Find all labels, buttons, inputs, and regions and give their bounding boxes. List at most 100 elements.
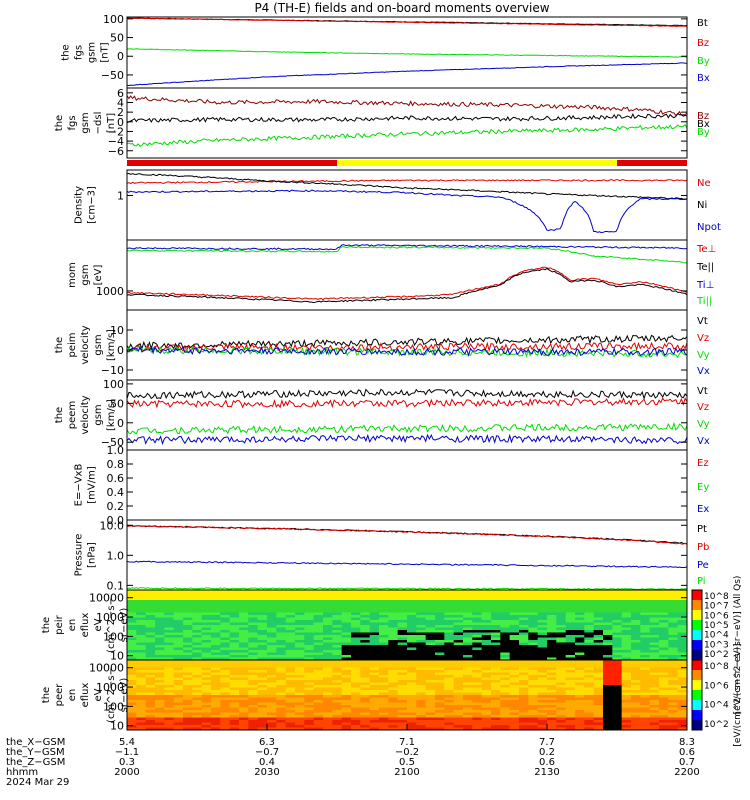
spectrogram-cell	[341, 605, 352, 608]
spectrogram-cell	[659, 687, 669, 691]
spectrogram-cell	[603, 605, 613, 608]
spectrogram-cell	[192, 605, 203, 608]
spectrogram-cell	[183, 620, 193, 623]
spectrogram-cell	[341, 697, 352, 701]
spectrogram-cell	[229, 642, 240, 646]
spectrogram-cell	[435, 600, 445, 603]
spectrogram-cell	[248, 615, 259, 618]
spectrogram-cell	[211, 630, 221, 633]
spectrogram-cell	[547, 597, 557, 601]
spectrogram-cell	[267, 717, 277, 721]
spectrogram-cell	[285, 637, 296, 641]
spectrogram-cell	[649, 680, 660, 683]
spectrogram-cell	[649, 727, 660, 731]
spectrogram-cell	[603, 622, 613, 626]
spectrogram-cell	[192, 652, 203, 656]
spectrogram-cell	[164, 612, 175, 616]
spectrogram-cell	[509, 620, 520, 623]
spectrogram-cell	[369, 592, 380, 596]
spectrogram-cell	[547, 692, 557, 696]
spectrogram-cell	[519, 605, 529, 608]
spectrogram-cell	[491, 612, 501, 616]
spectrogram-cell	[257, 590, 268, 593]
spectrogram-cell	[537, 687, 548, 691]
spectrogram-cell	[621, 647, 632, 651]
spectrogram-cell	[453, 677, 464, 681]
spectrogram-cell	[276, 602, 287, 606]
spectrogram-cell	[677, 687, 688, 691]
spectrogram-cell	[668, 682, 679, 686]
spectrogram-cell	[668, 692, 679, 696]
spectrogram-cell	[603, 695, 613, 698]
spectrogram-cell	[547, 625, 557, 628]
spectrogram-cell	[463, 712, 473, 716]
spectrogram-cell	[220, 607, 231, 611]
spectrogram-cell	[500, 670, 511, 673]
spectrogram-cell	[649, 595, 660, 598]
spectrogram-cell	[397, 597, 408, 601]
spectrogram-cell	[164, 632, 175, 636]
spectrogram-cell	[463, 707, 473, 711]
spectrogram-cell	[565, 675, 576, 678]
spectrogram-cell	[313, 650, 324, 653]
spectrogram-cell	[593, 650, 604, 653]
spectrogram-cell	[463, 690, 473, 693]
spectrogram-cell	[444, 702, 455, 706]
spectrogram-cell	[397, 600, 408, 603]
spectrogram-cell	[453, 632, 464, 636]
spectrogram-cell	[649, 592, 660, 596]
spectrogram-cell	[164, 707, 175, 711]
spectrogram-cell	[257, 672, 268, 676]
spectrogram-cell	[248, 690, 259, 693]
spectrogram-cell	[547, 610, 557, 613]
spectrogram-cell	[659, 617, 669, 621]
spectrogram-cell	[612, 640, 623, 643]
spectrogram-cell	[472, 722, 483, 726]
spectrogram-cell	[164, 677, 175, 681]
spectrogram-cell	[220, 650, 231, 653]
spectrogram-cell	[183, 697, 193, 701]
spectrogram-cell	[341, 597, 352, 601]
spectrogram-cell	[547, 635, 557, 638]
spectrogram-cell	[631, 677, 641, 681]
spectrogram-cell	[211, 685, 221, 688]
spectrogram-cell	[360, 685, 371, 688]
spectrogram-cell	[463, 650, 473, 653]
series-line-Te⊥	[126, 266, 688, 301]
spectrogram-cell	[183, 625, 193, 628]
spectrogram-cell	[164, 675, 175, 678]
spectrogram-cell	[295, 697, 305, 701]
spectrogram-cell	[267, 607, 277, 611]
spectrogram-cell	[248, 665, 259, 668]
spectrogram-cell	[295, 637, 305, 641]
x-tick-label: 2130	[534, 767, 559, 778]
spectrogram-cell	[631, 690, 641, 693]
spectrogram-cell	[612, 590, 623, 593]
spectrogram-cell	[295, 640, 305, 643]
spectrogram-cell	[313, 632, 324, 636]
spectrogram-cell	[248, 642, 259, 646]
spectrogram-cell	[603, 697, 613, 701]
spectrogram-cell	[444, 592, 455, 596]
spectrogram-cell	[276, 617, 287, 621]
spectrogram-cell	[155, 632, 165, 636]
spectrogram-cell	[649, 610, 660, 613]
spectrogram-cell	[500, 590, 511, 593]
legend-entry: Pt	[697, 524, 707, 535]
spectrogram-cell	[173, 700, 184, 703]
spectrogram-cell	[267, 672, 277, 676]
spectrogram-cell	[332, 707, 343, 711]
spectrogram-cell	[285, 720, 296, 723]
spectrogram-cell	[323, 647, 333, 651]
spectrogram-cell	[304, 717, 315, 721]
spectrogram-cell	[500, 597, 511, 601]
spectrogram-cell	[584, 675, 595, 678]
spectrogram-cell	[612, 720, 623, 723]
spectrogram-cell	[173, 642, 184, 646]
spectrogram-cell	[416, 695, 427, 698]
spectrogram-cell	[677, 650, 688, 653]
spectrogram-cell	[145, 590, 156, 593]
spectrogram-cell	[593, 642, 604, 646]
spectrogram-cell	[304, 695, 315, 698]
spectrogram-cell	[584, 612, 595, 616]
